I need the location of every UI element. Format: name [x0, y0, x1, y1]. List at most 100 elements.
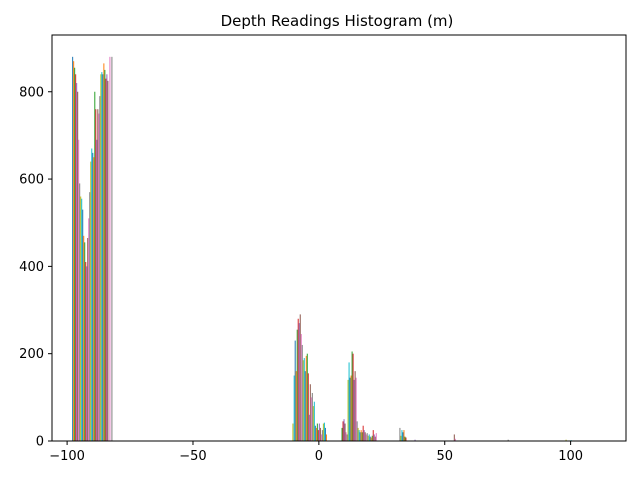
histogram-bar	[454, 438, 456, 441]
x-tick-label: −50	[179, 449, 206, 464]
histogram-bar	[360, 430, 362, 441]
x-tick-label: 0	[315, 449, 323, 464]
histogram-bar	[374, 436, 376, 441]
histogram-bar	[94, 91, 96, 441]
histogram-bar	[324, 427, 326, 441]
histogram-bar	[309, 384, 311, 441]
histogram-bar	[83, 235, 85, 441]
histogram-bar	[82, 209, 84, 441]
histogram-bar	[361, 432, 363, 441]
histogram-bar	[87, 238, 89, 441]
histogram-bar	[103, 63, 105, 441]
histogram-bar	[318, 423, 320, 441]
histogram-bar	[363, 430, 365, 441]
histogram-bar	[325, 434, 327, 441]
histogram-bar	[371, 435, 373, 441]
histogram-bar	[293, 375, 295, 441]
histogram-bar	[89, 192, 91, 441]
histogram-bar	[99, 96, 101, 442]
histogram-bar	[298, 323, 300, 441]
histogram-bar	[79, 183, 81, 441]
histogram-bar	[344, 423, 346, 441]
histogram-bar	[75, 74, 77, 441]
histogram-bar	[345, 432, 347, 441]
histogram-bar	[91, 148, 93, 441]
histogram-bar	[106, 74, 108, 441]
histogram-bar	[300, 334, 302, 441]
histogram-bar	[314, 425, 316, 441]
histogram-bar	[405, 437, 407, 441]
histogram-bar	[80, 196, 82, 441]
histogram-bar	[315, 427, 317, 441]
histogram-bar	[400, 435, 402, 441]
histogram-bar	[355, 377, 357, 441]
histogram-bar	[72, 56, 74, 441]
histogram-bar	[366, 433, 368, 441]
histogram-bar	[404, 436, 406, 441]
histogram-bar	[303, 358, 305, 441]
histogram-bar	[102, 74, 104, 441]
histogram-bar	[367, 435, 369, 441]
histogram-bar	[297, 318, 299, 441]
histogram-bar	[368, 434, 370, 441]
chart-title: Depth Readings Histogram (m)	[221, 12, 454, 30]
histogram-bar	[107, 80, 109, 441]
histogram-bar	[97, 109, 99, 441]
histogram-bar	[362, 425, 364, 441]
histogram-bar	[323, 422, 325, 441]
histogram-bar	[364, 432, 366, 441]
histogram-bar	[350, 375, 352, 441]
histogram-bar	[302, 360, 304, 441]
histogram-bar	[343, 419, 345, 441]
histogram-bar	[111, 56, 113, 441]
histogram-bar	[81, 198, 83, 441]
histogram-bar	[95, 109, 97, 441]
histogram-bar	[90, 161, 92, 441]
histogram-bar	[351, 351, 353, 441]
histogram-bar	[105, 78, 107, 441]
histogram-bar	[93, 157, 95, 442]
histogram-bar	[312, 406, 314, 441]
histogram-bar	[359, 432, 361, 441]
histogram-bar	[402, 432, 404, 441]
histogram-bar	[294, 340, 296, 441]
histogram-bar	[349, 377, 351, 441]
histogram-bar	[301, 344, 303, 441]
histogram-bar	[307, 373, 309, 441]
histogram-bar	[306, 353, 308, 441]
bar-layer	[72, 56, 572, 442]
histogram-bar	[86, 266, 88, 441]
histogram-bar	[373, 434, 375, 441]
histogram-bar	[77, 91, 79, 441]
histogram-bar	[109, 56, 111, 441]
x-tick-label: −100	[49, 449, 85, 464]
histogram-bar	[85, 262, 87, 441]
histogram-bar	[73, 61, 75, 441]
histogram-bar	[414, 439, 416, 441]
histogram-bar	[317, 430, 319, 441]
histogram-bar	[311, 392, 313, 441]
histogram-bar	[341, 427, 343, 441]
histogram-bar	[305, 355, 307, 441]
histogram-bar	[370, 437, 372, 441]
histogram-bar	[74, 67, 76, 442]
histogram-bar	[403, 430, 405, 441]
histogram-bar	[292, 423, 294, 441]
plot-frame	[51, 34, 627, 442]
histogram-bar	[295, 371, 297, 441]
x-tick-label: 50	[436, 449, 453, 464]
histogram-bar	[100, 74, 102, 441]
histogram-bar	[308, 414, 310, 441]
histogram-bar	[565, 439, 567, 441]
histogram-bar	[96, 139, 98, 441]
histogram-bar	[88, 218, 90, 441]
histogram-bar	[401, 430, 403, 441]
histogram-bar	[320, 434, 322, 441]
y-tick-label: 200	[19, 347, 44, 362]
histogram-bar	[375, 433, 377, 441]
histogram-bar	[507, 439, 509, 441]
histogram-bar	[296, 329, 298, 441]
histogram-bar	[92, 152, 94, 441]
y-tick-label: 800	[19, 85, 44, 100]
histogram-bar	[316, 423, 318, 441]
